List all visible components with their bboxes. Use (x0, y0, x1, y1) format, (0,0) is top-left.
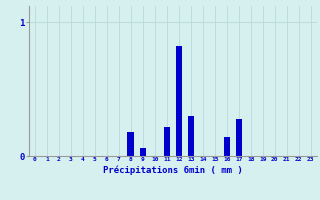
Bar (164, 127, 170, 156)
Bar (127, 132, 134, 156)
Bar (236, 118, 242, 156)
Bar (188, 116, 194, 156)
Bar (140, 148, 146, 156)
Bar (175, 46, 182, 156)
Bar (223, 137, 230, 156)
X-axis label: Précipitations 6min ( mm ): Précipitations 6min ( mm ) (103, 165, 243, 175)
